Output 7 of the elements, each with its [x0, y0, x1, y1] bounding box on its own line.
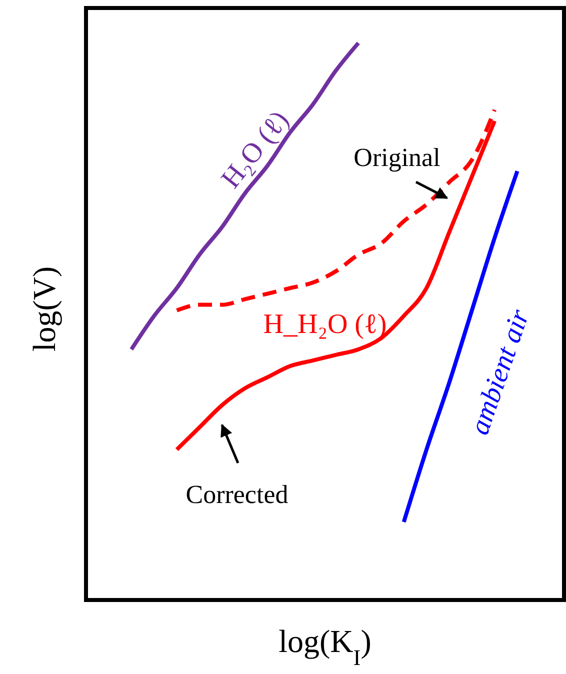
x-axis-title: log(K$_{I}$)	[278, 623, 372, 670]
text: ambient air	[464, 306, 536, 439]
annotation: Corrected	[186, 480, 288, 509]
annotation: Original	[354, 143, 440, 172]
series-label: H_H₂O (ℓ)	[263, 309, 387, 340]
text: H₂O (ℓ)	[215, 105, 296, 194]
y-axis-title: log(V)	[26, 266, 62, 352]
